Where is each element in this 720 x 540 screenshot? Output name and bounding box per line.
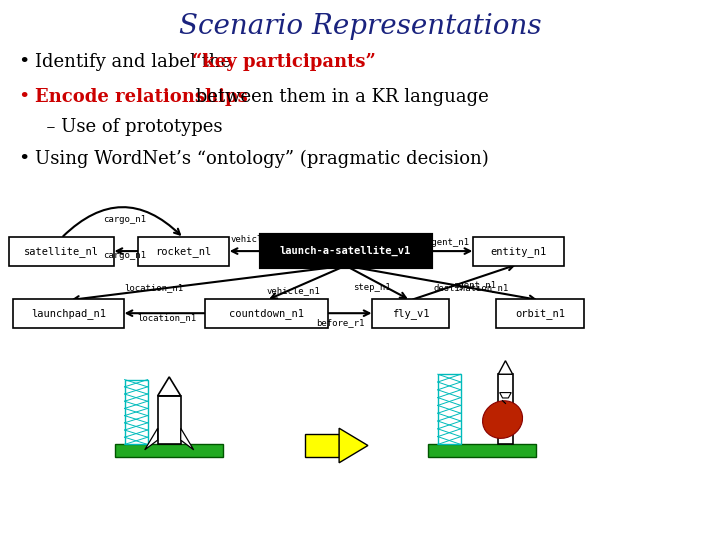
FancyBboxPatch shape — [305, 434, 339, 457]
FancyArrowPatch shape — [232, 248, 260, 254]
Text: destination_n1: destination_n1 — [434, 283, 509, 292]
FancyBboxPatch shape — [9, 237, 114, 266]
Polygon shape — [498, 361, 513, 374]
FancyBboxPatch shape — [125, 380, 148, 444]
Polygon shape — [500, 393, 511, 398]
Text: cargo_n1: cargo_n1 — [103, 215, 146, 224]
Text: entity_n1: entity_n1 — [490, 246, 546, 256]
FancyBboxPatch shape — [473, 237, 564, 266]
Polygon shape — [181, 428, 194, 450]
Text: – Use of prototypes: – Use of prototypes — [35, 118, 222, 136]
Text: Scenario Representations: Scenario Representations — [179, 14, 541, 40]
FancyArrowPatch shape — [348, 266, 535, 301]
FancyArrowPatch shape — [413, 265, 513, 299]
FancyArrowPatch shape — [127, 310, 204, 316]
FancyBboxPatch shape — [498, 374, 513, 444]
FancyBboxPatch shape — [438, 374, 461, 444]
Text: satellite_nl: satellite_nl — [24, 246, 99, 256]
Text: step_n1: step_n1 — [353, 284, 390, 292]
FancyArrowPatch shape — [63, 207, 180, 236]
Text: Identify and label the: Identify and label the — [35, 53, 237, 71]
FancyBboxPatch shape — [138, 237, 229, 266]
Polygon shape — [145, 428, 158, 450]
FancyArrowPatch shape — [328, 310, 369, 316]
FancyBboxPatch shape — [372, 299, 449, 328]
FancyArrowPatch shape — [348, 267, 406, 298]
FancyBboxPatch shape — [204, 299, 328, 328]
FancyArrowPatch shape — [271, 267, 343, 299]
FancyArrowPatch shape — [73, 266, 343, 302]
Text: location_n1: location_n1 — [138, 313, 197, 322]
Text: agent_n1: agent_n1 — [426, 238, 469, 247]
Ellipse shape — [482, 401, 523, 438]
Text: •: • — [18, 150, 30, 168]
Polygon shape — [339, 428, 368, 463]
Text: location_n1: location_n1 — [124, 283, 183, 292]
Text: •: • — [18, 88, 30, 106]
Text: vehicle_n1: vehicle_n1 — [231, 234, 284, 243]
Text: countdown_n1: countdown_n1 — [229, 308, 304, 319]
FancyBboxPatch shape — [497, 299, 583, 328]
FancyArrowPatch shape — [431, 248, 470, 254]
Text: rocket_nl: rocket_nl — [156, 246, 212, 256]
Text: orbit_n1: orbit_n1 — [515, 308, 565, 319]
Text: Encode relationships: Encode relationships — [35, 88, 247, 106]
FancyBboxPatch shape — [428, 444, 536, 457]
Text: •: • — [18, 53, 30, 71]
FancyArrowPatch shape — [117, 248, 138, 254]
Text: “key participants”: “key participants” — [192, 53, 376, 71]
Text: between them in a KR language: between them in a KR language — [190, 88, 489, 106]
FancyBboxPatch shape — [158, 396, 181, 444]
FancyBboxPatch shape — [13, 299, 124, 328]
Text: launchpad_n1: launchpad_n1 — [31, 308, 106, 319]
Polygon shape — [158, 377, 181, 396]
Text: fly_v1: fly_v1 — [392, 308, 429, 319]
FancyBboxPatch shape — [261, 235, 431, 267]
Text: vehicle_n1: vehicle_n1 — [267, 286, 320, 295]
Text: Using WordNet’s “ontology” (pragmatic decision): Using WordNet’s “ontology” (pragmatic de… — [35, 150, 488, 168]
Text: before_r1: before_r1 — [315, 319, 364, 327]
FancyBboxPatch shape — [115, 444, 223, 457]
Text: agent_n1: agent_n1 — [453, 281, 496, 290]
Text: cargo_n1: cargo_n1 — [103, 252, 146, 260]
Text: launch-a-satellite_v1: launch-a-satellite_v1 — [280, 246, 411, 256]
